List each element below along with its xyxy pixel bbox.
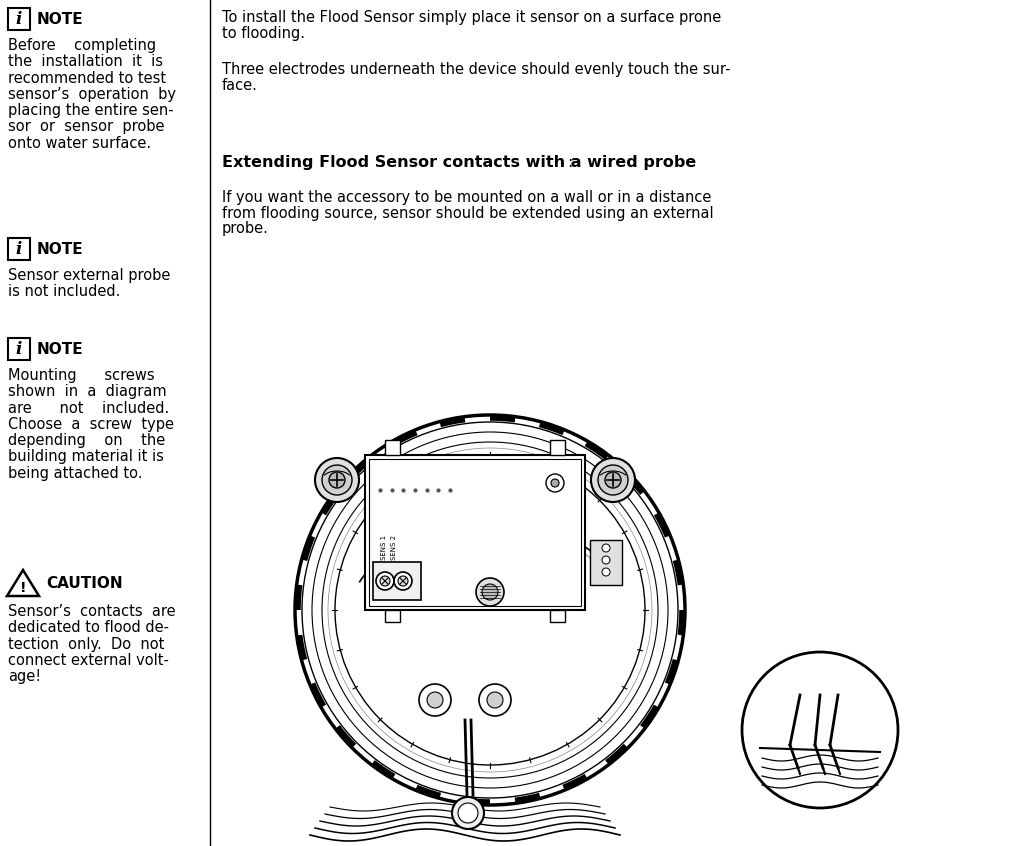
FancyBboxPatch shape (8, 8, 30, 30)
Bar (365, 455, 585, 610)
Circle shape (602, 544, 610, 552)
Circle shape (476, 578, 504, 606)
Text: i: i (16, 10, 22, 28)
Text: being attached to.: being attached to. (8, 465, 143, 481)
Text: probe.: probe. (222, 222, 269, 237)
Bar (385, 610, 400, 622)
Text: shown  in  a  diagram: shown in a diagram (8, 384, 167, 399)
Text: onto water surface.: onto water surface. (8, 135, 151, 151)
Text: sensor’s  operation  by: sensor’s operation by (8, 87, 176, 102)
Circle shape (591, 458, 635, 502)
Circle shape (394, 572, 412, 590)
Text: building material it is: building material it is (8, 449, 164, 464)
Text: NOTE: NOTE (37, 241, 84, 256)
Circle shape (376, 572, 394, 590)
Circle shape (452, 797, 484, 829)
Text: connect external volt-: connect external volt- (8, 653, 169, 667)
Text: to flooding.: to flooding. (222, 25, 305, 41)
Bar (550, 440, 565, 455)
Circle shape (482, 584, 498, 600)
Text: dedicated to flood de-: dedicated to flood de- (8, 620, 169, 635)
Circle shape (551, 479, 559, 487)
Text: recommended to test: recommended to test (8, 70, 166, 85)
Circle shape (427, 692, 443, 708)
Text: Sensor external probe: Sensor external probe (8, 268, 170, 283)
Bar (373, 562, 421, 600)
FancyBboxPatch shape (8, 338, 30, 360)
Circle shape (380, 576, 390, 586)
Circle shape (419, 684, 451, 716)
Circle shape (328, 448, 652, 772)
Text: age!: age! (8, 669, 41, 684)
Bar (369, 459, 581, 606)
Text: sor  or  sensor  probe: sor or sensor probe (8, 119, 164, 135)
Circle shape (742, 652, 898, 808)
Text: NOTE: NOTE (37, 342, 84, 356)
Text: Extending Flood Sensor contacts with a wired probe: Extending Flood Sensor contacts with a w… (222, 155, 696, 170)
Text: !: ! (19, 581, 26, 595)
Text: SENS 2: SENS 2 (391, 535, 397, 560)
Text: To install the Flood Sensor simply place it sensor on a surface prone: To install the Flood Sensor simply place… (222, 10, 721, 25)
Text: Before    completing: Before completing (8, 38, 156, 53)
Text: placing the entire sen-: placing the entire sen- (8, 103, 173, 118)
Text: are      not    included.: are not included. (8, 400, 169, 415)
Text: tection  only.  Do  not: tection only. Do not (8, 636, 164, 651)
Circle shape (546, 474, 564, 492)
Text: is not included.: is not included. (8, 284, 120, 299)
Bar (385, 440, 400, 455)
Text: :: : (567, 155, 573, 170)
Text: Mounting      screws: Mounting screws (8, 368, 155, 383)
FancyBboxPatch shape (8, 238, 30, 260)
Circle shape (598, 465, 628, 495)
Text: face.: face. (222, 78, 258, 93)
Text: depending    on    the: depending on the (8, 433, 165, 448)
Text: If you want the accessory to be mounted on a wall or in a distance: If you want the accessory to be mounted … (222, 190, 711, 205)
Text: Sensor’s  contacts  are: Sensor’s contacts are (8, 604, 175, 619)
Bar (550, 610, 565, 622)
Text: from flooding source, sensor should be extended using an external: from flooding source, sensor should be e… (222, 206, 713, 221)
Text: CAUTION: CAUTION (46, 575, 122, 591)
Text: i: i (16, 340, 22, 358)
Circle shape (487, 692, 503, 708)
Text: SENS 1: SENS 1 (381, 535, 387, 560)
Circle shape (605, 472, 621, 488)
Circle shape (458, 803, 478, 823)
Circle shape (479, 684, 511, 716)
Circle shape (322, 465, 352, 495)
Bar (590, 540, 622, 585)
Circle shape (602, 568, 610, 576)
Text: the  installation  it  is: the installation it is (8, 54, 163, 69)
Text: Three electrodes underneath the device should evenly touch the sur-: Three electrodes underneath the device s… (222, 62, 731, 77)
Circle shape (398, 576, 408, 586)
Text: Choose  a  screw  type: Choose a screw type (8, 417, 174, 431)
Circle shape (329, 472, 345, 488)
Text: NOTE: NOTE (37, 12, 84, 26)
Circle shape (315, 458, 359, 502)
Text: i: i (16, 240, 22, 257)
Circle shape (602, 556, 610, 564)
